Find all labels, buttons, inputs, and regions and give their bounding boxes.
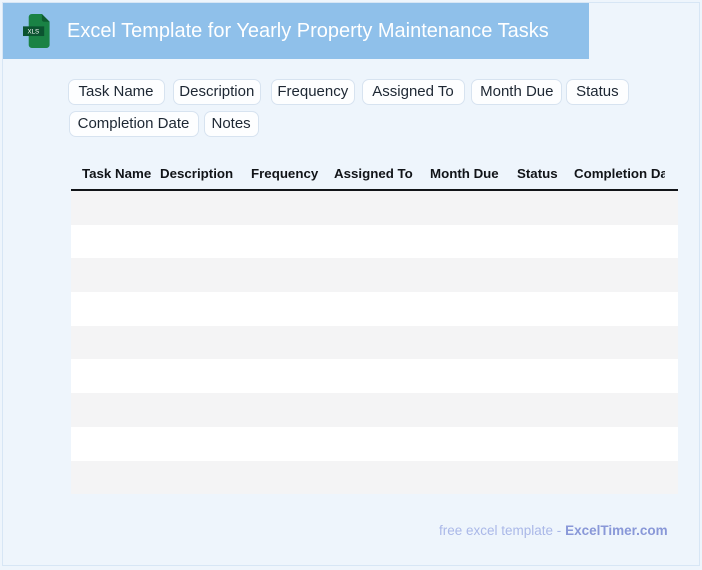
svg-text:XLS: XLS xyxy=(28,28,40,35)
